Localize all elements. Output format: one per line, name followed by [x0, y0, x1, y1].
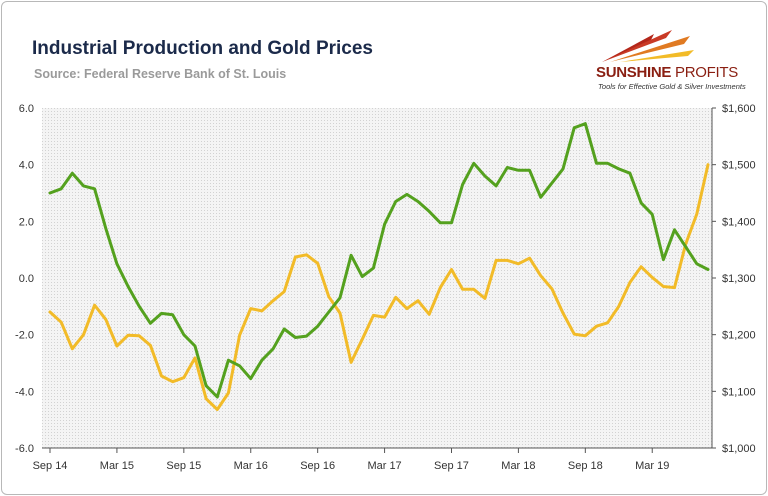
- x-tick-label: Mar 18: [501, 460, 535, 472]
- left-tick-label: -2.0: [15, 330, 34, 342]
- left-tick-label: -4.0: [15, 386, 34, 398]
- x-tick-label: Sep 17: [434, 460, 469, 472]
- right-tick-label: $1,400: [722, 216, 756, 228]
- left-tick-label: 4.0: [19, 160, 34, 172]
- x-tick-label: Mar 17: [367, 460, 401, 472]
- production-series-line: [48, 122, 710, 399]
- right-tick-label: $1,500: [722, 160, 756, 172]
- x-tick-label: Sep 18: [568, 460, 603, 472]
- left-tick-label: 2.0: [19, 216, 34, 228]
- logo-tagline: Tools for Effective Gold & Silver Invest…: [598, 82, 746, 91]
- logo-name: SUNSHINE PROFITS: [596, 64, 738, 81]
- left-axis-ticks: 6.0 4.0 2.0 0.0 -2.0 -4.0 -6.0: [15, 103, 34, 455]
- plot-area: [42, 108, 712, 448]
- x-tick-label: Sep 16: [300, 460, 335, 472]
- chart-title: Industrial Production and Gold Prices: [32, 38, 373, 59]
- chart-subtitle: Source: Federal Reserve Bank of St. Loui…: [34, 67, 287, 81]
- x-tick-label: Mar 16: [234, 460, 268, 472]
- left-tick-label: -6.0: [15, 443, 34, 455]
- series-lines: [48, 122, 710, 411]
- right-tick-label: $1,200: [722, 330, 756, 342]
- sunshine-profits-logo: SUNSHINE PROFITS Tools for Effective Gol…: [592, 26, 746, 96]
- left-tick-label: 6.0: [19, 103, 34, 115]
- x-tick-label: Sep 14: [33, 460, 68, 472]
- x-tick-label: Mar 19: [635, 460, 669, 472]
- x-axis-ticks: Sep 14 Mar 15 Sep 15 Mar 16 Sep 16 Mar 17 Sep …: [33, 448, 669, 472]
- x-tick-label: Mar 15: [100, 460, 134, 472]
- x-tick-label: Sep 15: [166, 460, 201, 472]
- right-tick-label: $1,000: [722, 443, 756, 455]
- gold-series-line: [48, 163, 710, 411]
- right-tick-label: $1,100: [722, 386, 756, 398]
- right-tick-label: $1,300: [722, 273, 756, 285]
- right-axis-ticks: $1,600 $1,500 $1,400 $1,300 $1,200 $1,100 $1,0…: [712, 103, 756, 455]
- left-tick-label: 0.0: [19, 273, 34, 285]
- right-tick-label: $1,600: [722, 103, 756, 115]
- sun-rays-icon: [602, 30, 694, 62]
